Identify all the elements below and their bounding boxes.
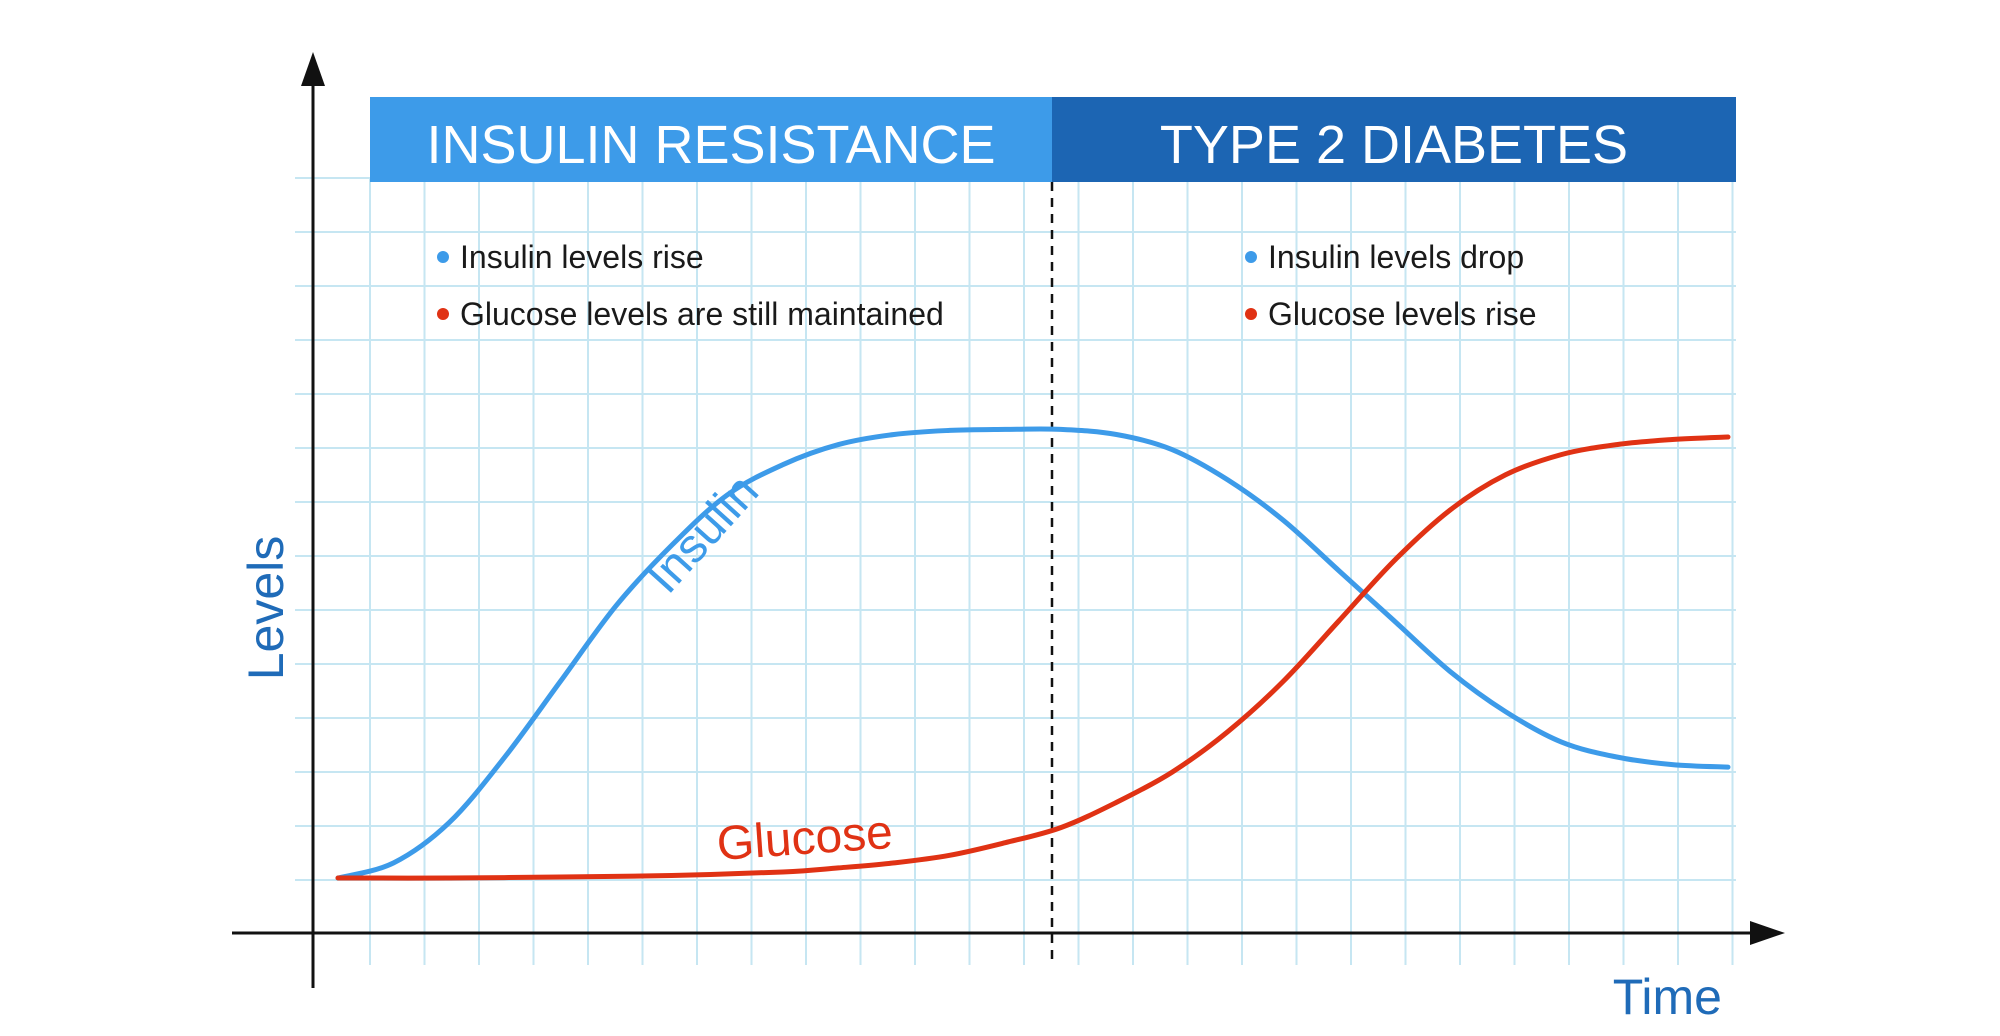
series-label-glucose: Glucose <box>715 806 894 871</box>
phase-label-type2-diabetes: TYPE 2 DIABETES <box>1160 115 1628 175</box>
x-axis-title: Time <box>1613 969 1722 1025</box>
y-axis-arrow-icon <box>301 52 325 86</box>
note-bullet-glucose <box>1245 308 1257 320</box>
note-glucose-rise: Glucose levels rise <box>1268 296 1537 332</box>
phase-header-type2-diabetes <box>1052 97 1736 182</box>
y-axis-title: Levels <box>238 536 294 681</box>
note-bullet-glucose <box>437 308 449 320</box>
note-bullet-insulin <box>1245 251 1257 263</box>
note-glucose-maintained: Glucose levels are still maintained <box>460 296 944 332</box>
phase-label-insulin-resistance: INSULIN RESISTANCE <box>426 115 995 175</box>
series-line-insulin <box>335 426 1731 881</box>
note-insulin-rise: Insulin levels rise <box>460 239 704 275</box>
note-bullet-insulin <box>437 251 449 263</box>
series-label-insulin: Insulin <box>637 465 769 604</box>
series-line-glucose <box>335 434 1731 881</box>
note-insulin-drop: Insulin levels drop <box>1268 239 1524 275</box>
phase-header-insulin-resistance <box>370 97 1052 182</box>
grid <box>295 177 1736 965</box>
x-axis-arrow-icon <box>1750 921 1785 945</box>
